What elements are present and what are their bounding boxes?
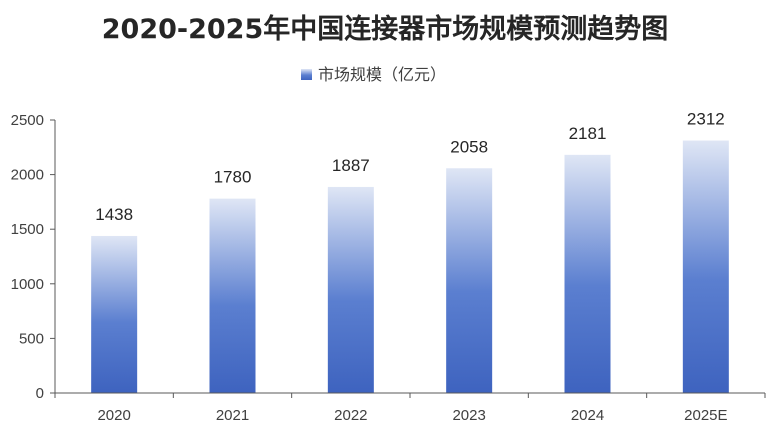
x-tick-label-2023: 2023 [452,407,485,424]
bar-2023 [446,168,493,393]
axes-layer: 2020 2021 2022 2023 2024 2025E 0 500 1000 1500 200… [11,112,766,424]
y-tick-label-0: 0 [36,385,44,402]
x-tick-label-2021: 2021 [216,407,249,424]
legend: 市场规模（亿元） [301,65,446,84]
bar-2025E [682,140,729,393]
y-tick-label-1500: 1500 [11,221,44,238]
y-tick-label-2000: 2000 [11,167,44,184]
data-label-2023: 2058 [450,137,488,156]
data-label-2021: 1780 [214,168,252,187]
bar-2021 [209,198,256,393]
y-tick-label-500: 500 [19,330,44,347]
bar-2024 [564,154,611,393]
y-tick-label-2500: 2500 [11,112,44,129]
bar-2022 [327,186,374,393]
data-label-2024: 2181 [569,124,607,143]
bars-layer [91,140,729,393]
data-label-2022: 1887 [332,156,370,175]
bar-2020 [91,235,138,393]
legend-label: 市场规模（亿元） [318,65,446,84]
chart-title: 2020-2025年中国连接器市场规模预测趋势图 [102,13,669,45]
data-label-2025E: 2312 [687,110,725,129]
data-label-2020: 1438 [95,205,133,224]
legend-swatch [301,69,312,80]
x-tick-label-2020: 2020 [97,407,130,424]
x-tick-label-2022: 2022 [334,407,367,424]
x-tick-label-2025E: 2025E [684,407,727,424]
y-tick-label-1000: 1000 [11,276,44,293]
data-labels-layer: 1438 1780 1887 2058 2181 2312 [95,110,724,224]
x-tick-label-2024: 2024 [571,407,604,424]
